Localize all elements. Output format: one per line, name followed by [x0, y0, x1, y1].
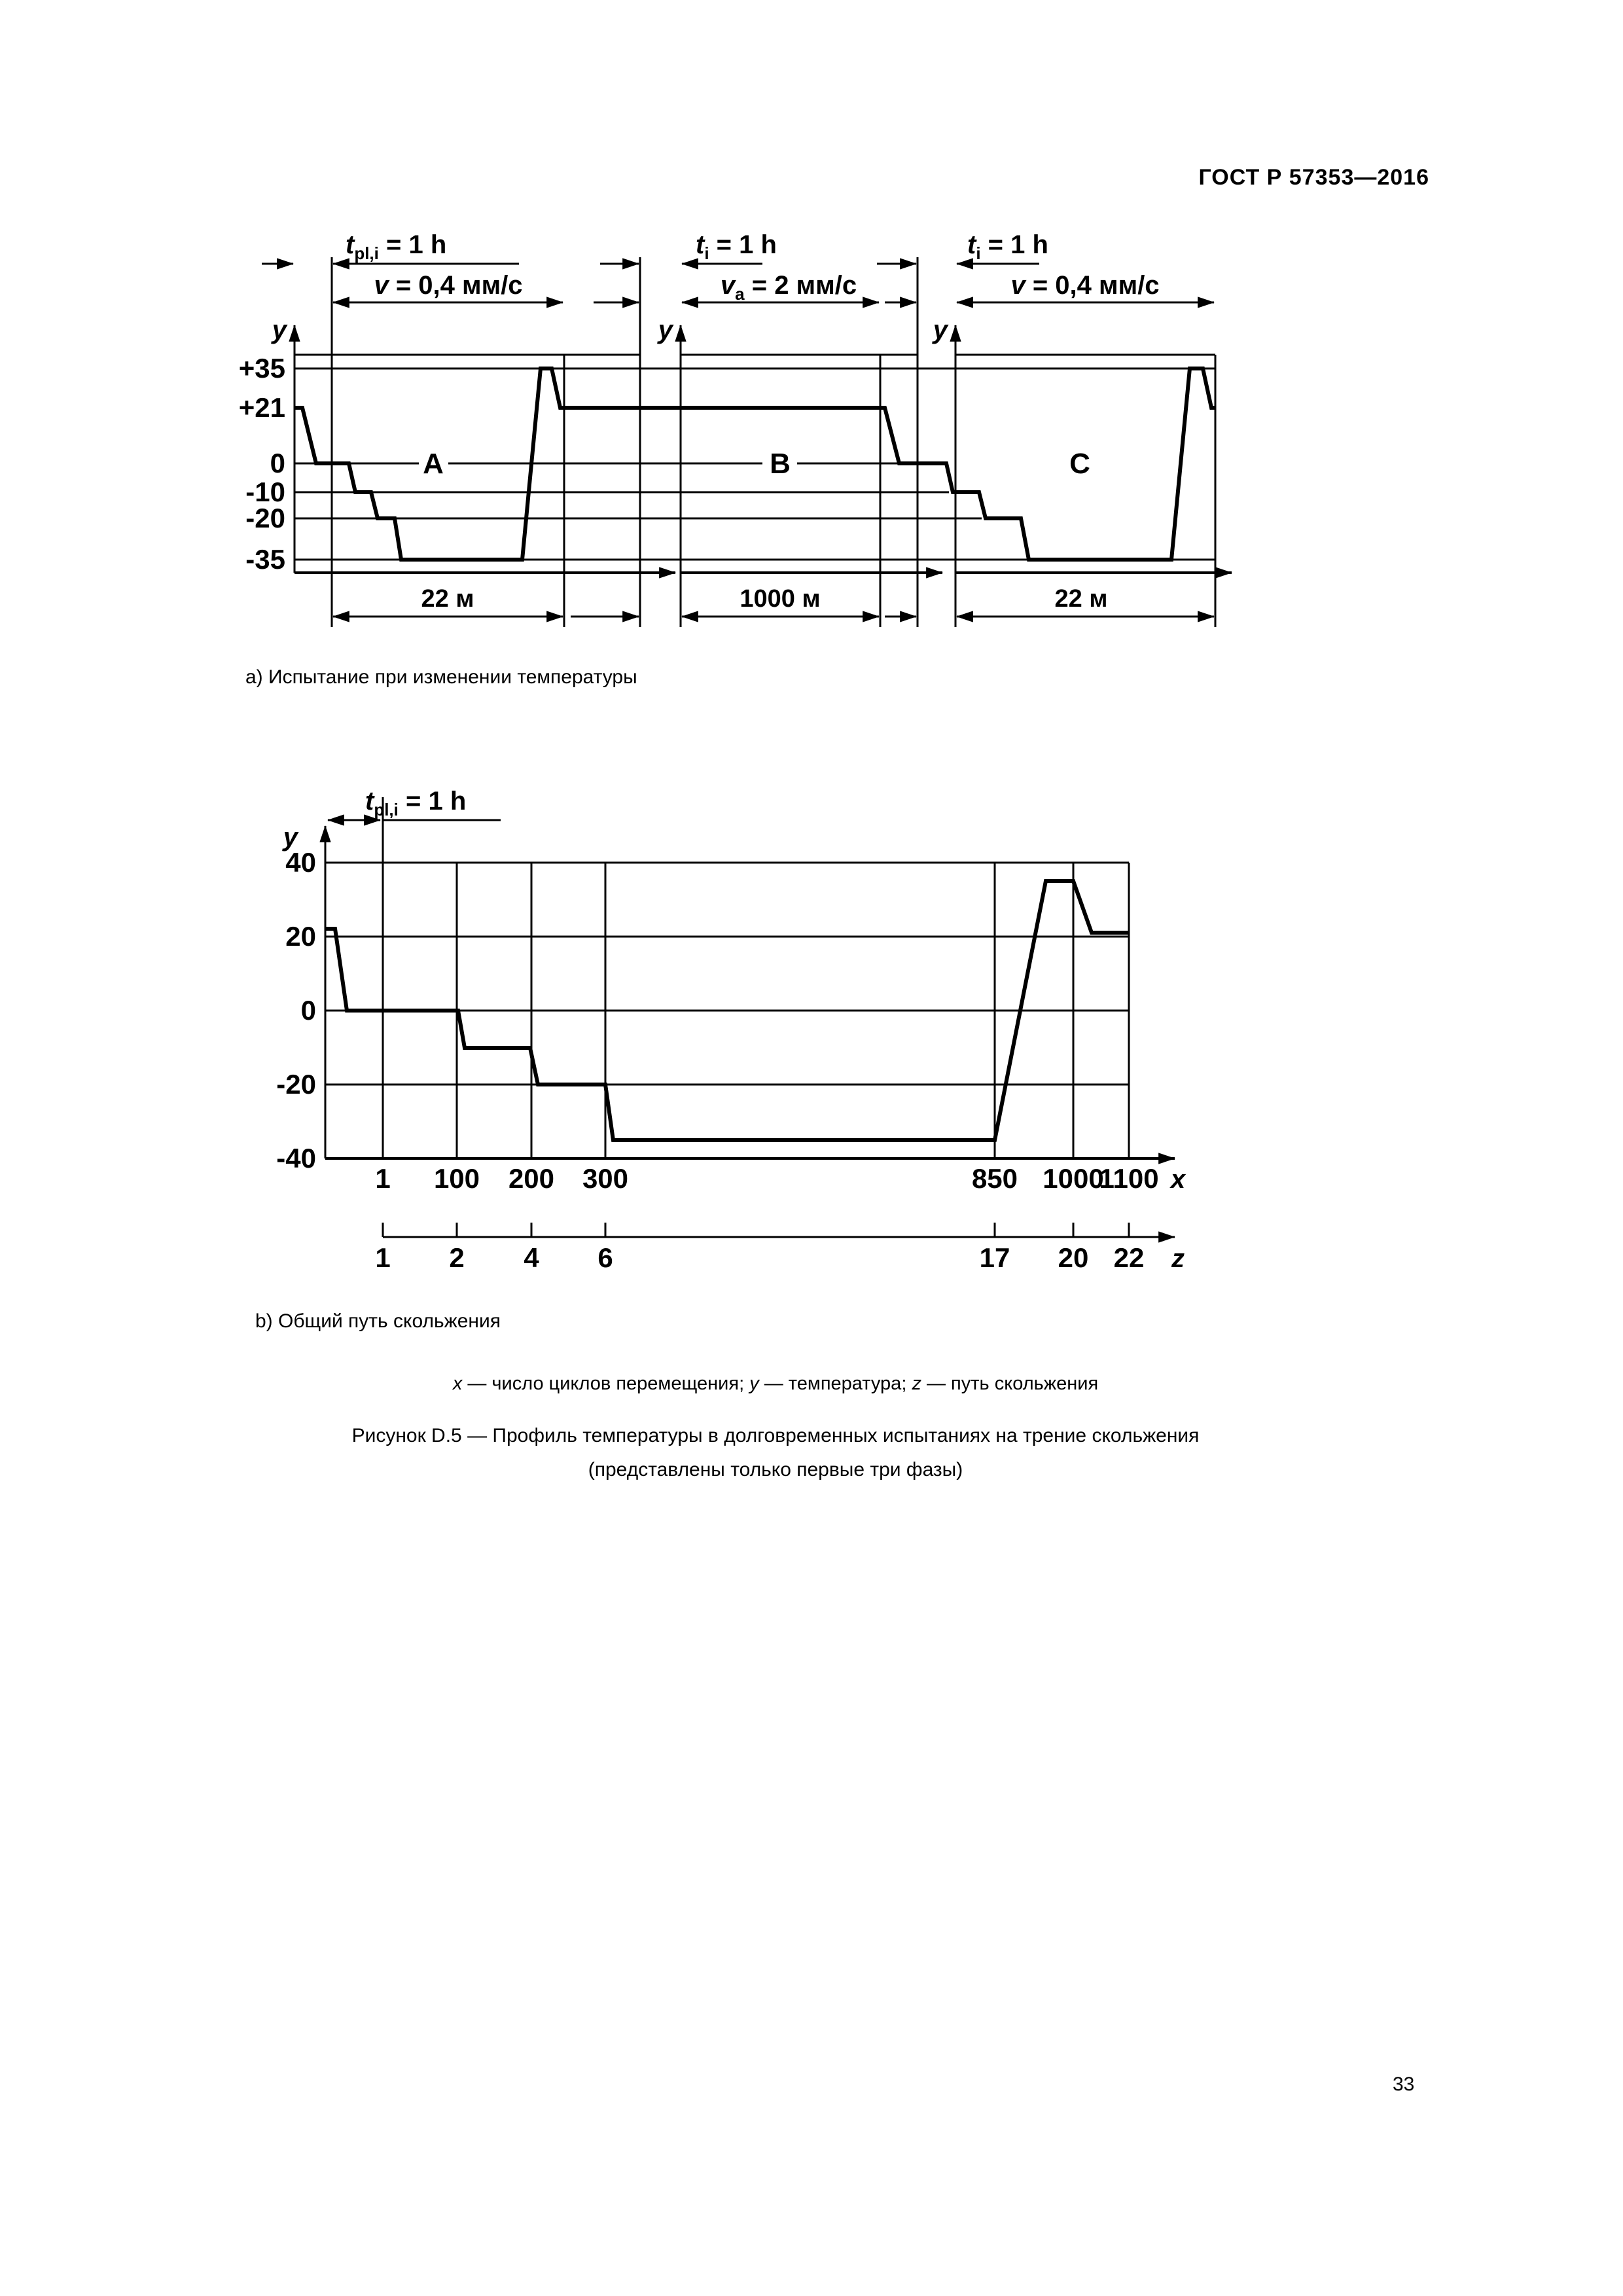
z-tick: 2 [449, 1242, 464, 1273]
x-tick: 1 [375, 1163, 390, 1194]
grid [325, 797, 1130, 1158]
y-tick: -20 [276, 1069, 316, 1100]
x-tick: 200 [508, 1163, 554, 1194]
y-tick: -10 [245, 476, 285, 507]
page-number: 33 [1393, 2073, 1415, 2095]
z-tick: 4 [524, 1242, 539, 1273]
y-axis-label: y [932, 315, 949, 344]
legend-symbol: z [912, 1373, 921, 1394]
y-tick-labels: +35 +21 0 -10 -20 -35 [239, 353, 285, 575]
z-tick: 22 [1114, 1242, 1145, 1273]
hold-label: tpl,i = 1 h [365, 787, 466, 819]
legend-text: — температура; [758, 1373, 912, 1394]
caption-a: а) Испытание при изменении температуры [245, 666, 637, 688]
phase-a-label: A [423, 448, 444, 480]
x-axis-label: x [1169, 1165, 1186, 1194]
y-tick: +35 [239, 353, 285, 384]
z-tick-labels: 1 2 4 6 17 20 22 z [375, 1242, 1185, 1273]
z-tick: 17 [980, 1242, 1010, 1273]
legend-text: — число циклов перемещения; [462, 1373, 750, 1394]
legend-text: — путь скольжения [921, 1373, 1099, 1394]
figure-caption-line1: Рисунок D.5 — Профиль температуры в долг… [351, 1425, 1200, 1446]
distance-label-b: 1000 м [740, 585, 820, 613]
x-tick: 100 [434, 1163, 480, 1194]
distance-label-c: 22 м [1055, 585, 1108, 613]
figure-legend: x — число циклов перемещения; y — темпер… [0, 1373, 1551, 1395]
y-tick: -40 [276, 1143, 316, 1174]
temperature-phases-diagram: +35 +21 0 -10 -20 -35 y y y A B C tpl,i … [239, 230, 1233, 627]
y-tick: 20 [285, 921, 316, 952]
hold-label-a: tpl,i = 1 h [346, 230, 446, 263]
speed-label-a: v = 0,4 мм/с [374, 271, 522, 300]
z-scale-ruler [382, 1223, 1176, 1243]
figure-caption: Рисунок D.5 — Профиль температуры в долг… [0, 1419, 1551, 1487]
phase-labels: A B C [423, 448, 1090, 480]
axes [319, 825, 1176, 1164]
caption-b: b) Общий путь скольжения [255, 1310, 501, 1332]
y-axis-label: y [271, 315, 288, 344]
temperature-curve [294, 367, 1215, 562]
z-axis-label: z [1171, 1244, 1185, 1273]
y-tick: -20 [245, 503, 285, 533]
page-header: ГОСТ Р 57353—2016 [1198, 165, 1429, 190]
phase-b-label: B [770, 448, 791, 480]
x-tick: 850 [972, 1163, 1018, 1194]
figure-caption-line2: (представлены только первые три фазы) [588, 1459, 963, 1480]
y-tick: 0 [270, 448, 285, 478]
distance-labels: 22 м 1000 м 22 м [421, 585, 1108, 613]
z-tick: 1 [375, 1242, 390, 1273]
hold-label-c: ti = 1 h [967, 230, 1048, 263]
y-tick: +21 [239, 392, 285, 423]
speed-label-b: va = 2 мм/с [721, 271, 857, 304]
y-tick: 40 [285, 847, 316, 878]
y-axis-label: y [282, 823, 299, 852]
distance-label-a: 22 м [421, 585, 474, 613]
y-tick: 0 [301, 995, 316, 1026]
y-axis-label: y [657, 315, 674, 344]
x-tick-labels: 1 100 200 300 850 1000 1100 x [375, 1163, 1186, 1194]
y-tick: -35 [245, 544, 285, 575]
x-tick: 300 [582, 1163, 628, 1194]
speed-label-c: v = 0,4 мм/с [1010, 271, 1159, 300]
phase-c-label: C [1069, 448, 1090, 480]
legend-symbol: x [452, 1373, 463, 1394]
hold-label-b: ti = 1 h [696, 230, 777, 263]
x-tick: 1000 [1043, 1163, 1103, 1194]
x-tick: 1100 [1099, 1163, 1158, 1194]
legend-symbol: y [749, 1373, 759, 1394]
speed-labels: v = 0,4 мм/с va = 2 мм/с v = 0,4 мм/с [374, 271, 1159, 304]
y-tick-labels: 40 20 0 -20 -40 [276, 847, 316, 1174]
grid-vertical [289, 257, 1217, 627]
z-tick: 6 [597, 1242, 613, 1273]
z-tick: 20 [1058, 1242, 1089, 1273]
sliding-path-diagram: 40 20 0 -20 -40 1 100 200 300 850 1000 1… [276, 787, 1186, 1273]
hold-time-labels: tpl,i = 1 h ti = 1 h ti = 1 h [346, 230, 1048, 263]
temperature-curve [325, 879, 1129, 1142]
y-axis-names: y y y [271, 315, 949, 344]
